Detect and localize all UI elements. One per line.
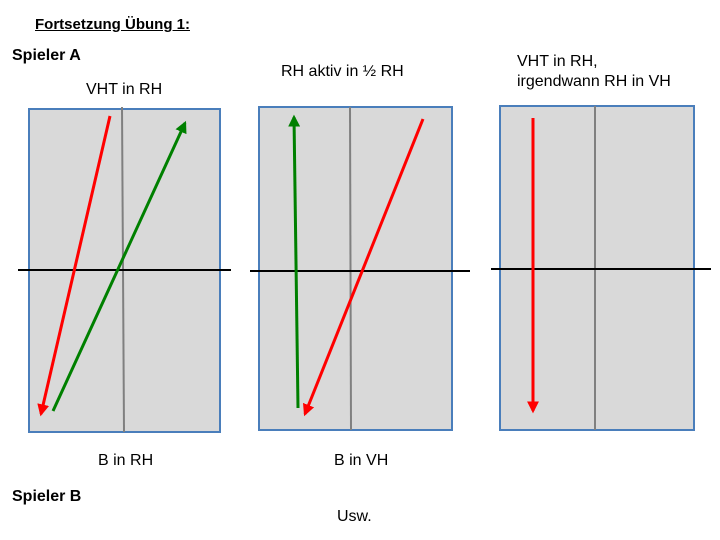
green-arrow <box>288 114 301 409</box>
slide-heading: Fortsetzung Übung 1: <box>35 16 190 33</box>
diagram-1 <box>18 106 231 433</box>
green-arrow <box>51 120 187 412</box>
diagram-2-top-label: RH aktiv in ½ RH <box>281 62 404 82</box>
field-rectangle <box>258 106 453 431</box>
diagram-2-top-label-line: RH aktiv in ½ RH <box>281 63 404 80</box>
player-b-label: Spieler B <box>12 488 82 505</box>
diagram-2-bottom-label: B in VH <box>334 452 389 469</box>
diagram-1-bottom-label: B in RH <box>98 452 154 469</box>
red-arrow <box>37 115 112 417</box>
red-arrow <box>302 118 425 417</box>
diagram-2 <box>250 106 470 431</box>
footer-note: Usw. <box>337 508 372 525</box>
diagram-3-top-label: VHT in RH, irgendwann RH in VH <box>517 52 671 92</box>
diagram-3-top-label-line-1: VHT in RH, <box>517 53 598 70</box>
diagram-3-top-label-line-2: irgendwann RH in VH <box>517 73 671 90</box>
center-line <box>349 106 352 431</box>
player-a-label: Spieler A <box>12 47 81 64</box>
diagram-1-top-label-line: VHT in RH <box>86 81 163 98</box>
diagram-3 <box>491 105 711 431</box>
diagram-1-top-label: VHT in RH <box>86 80 162 100</box>
